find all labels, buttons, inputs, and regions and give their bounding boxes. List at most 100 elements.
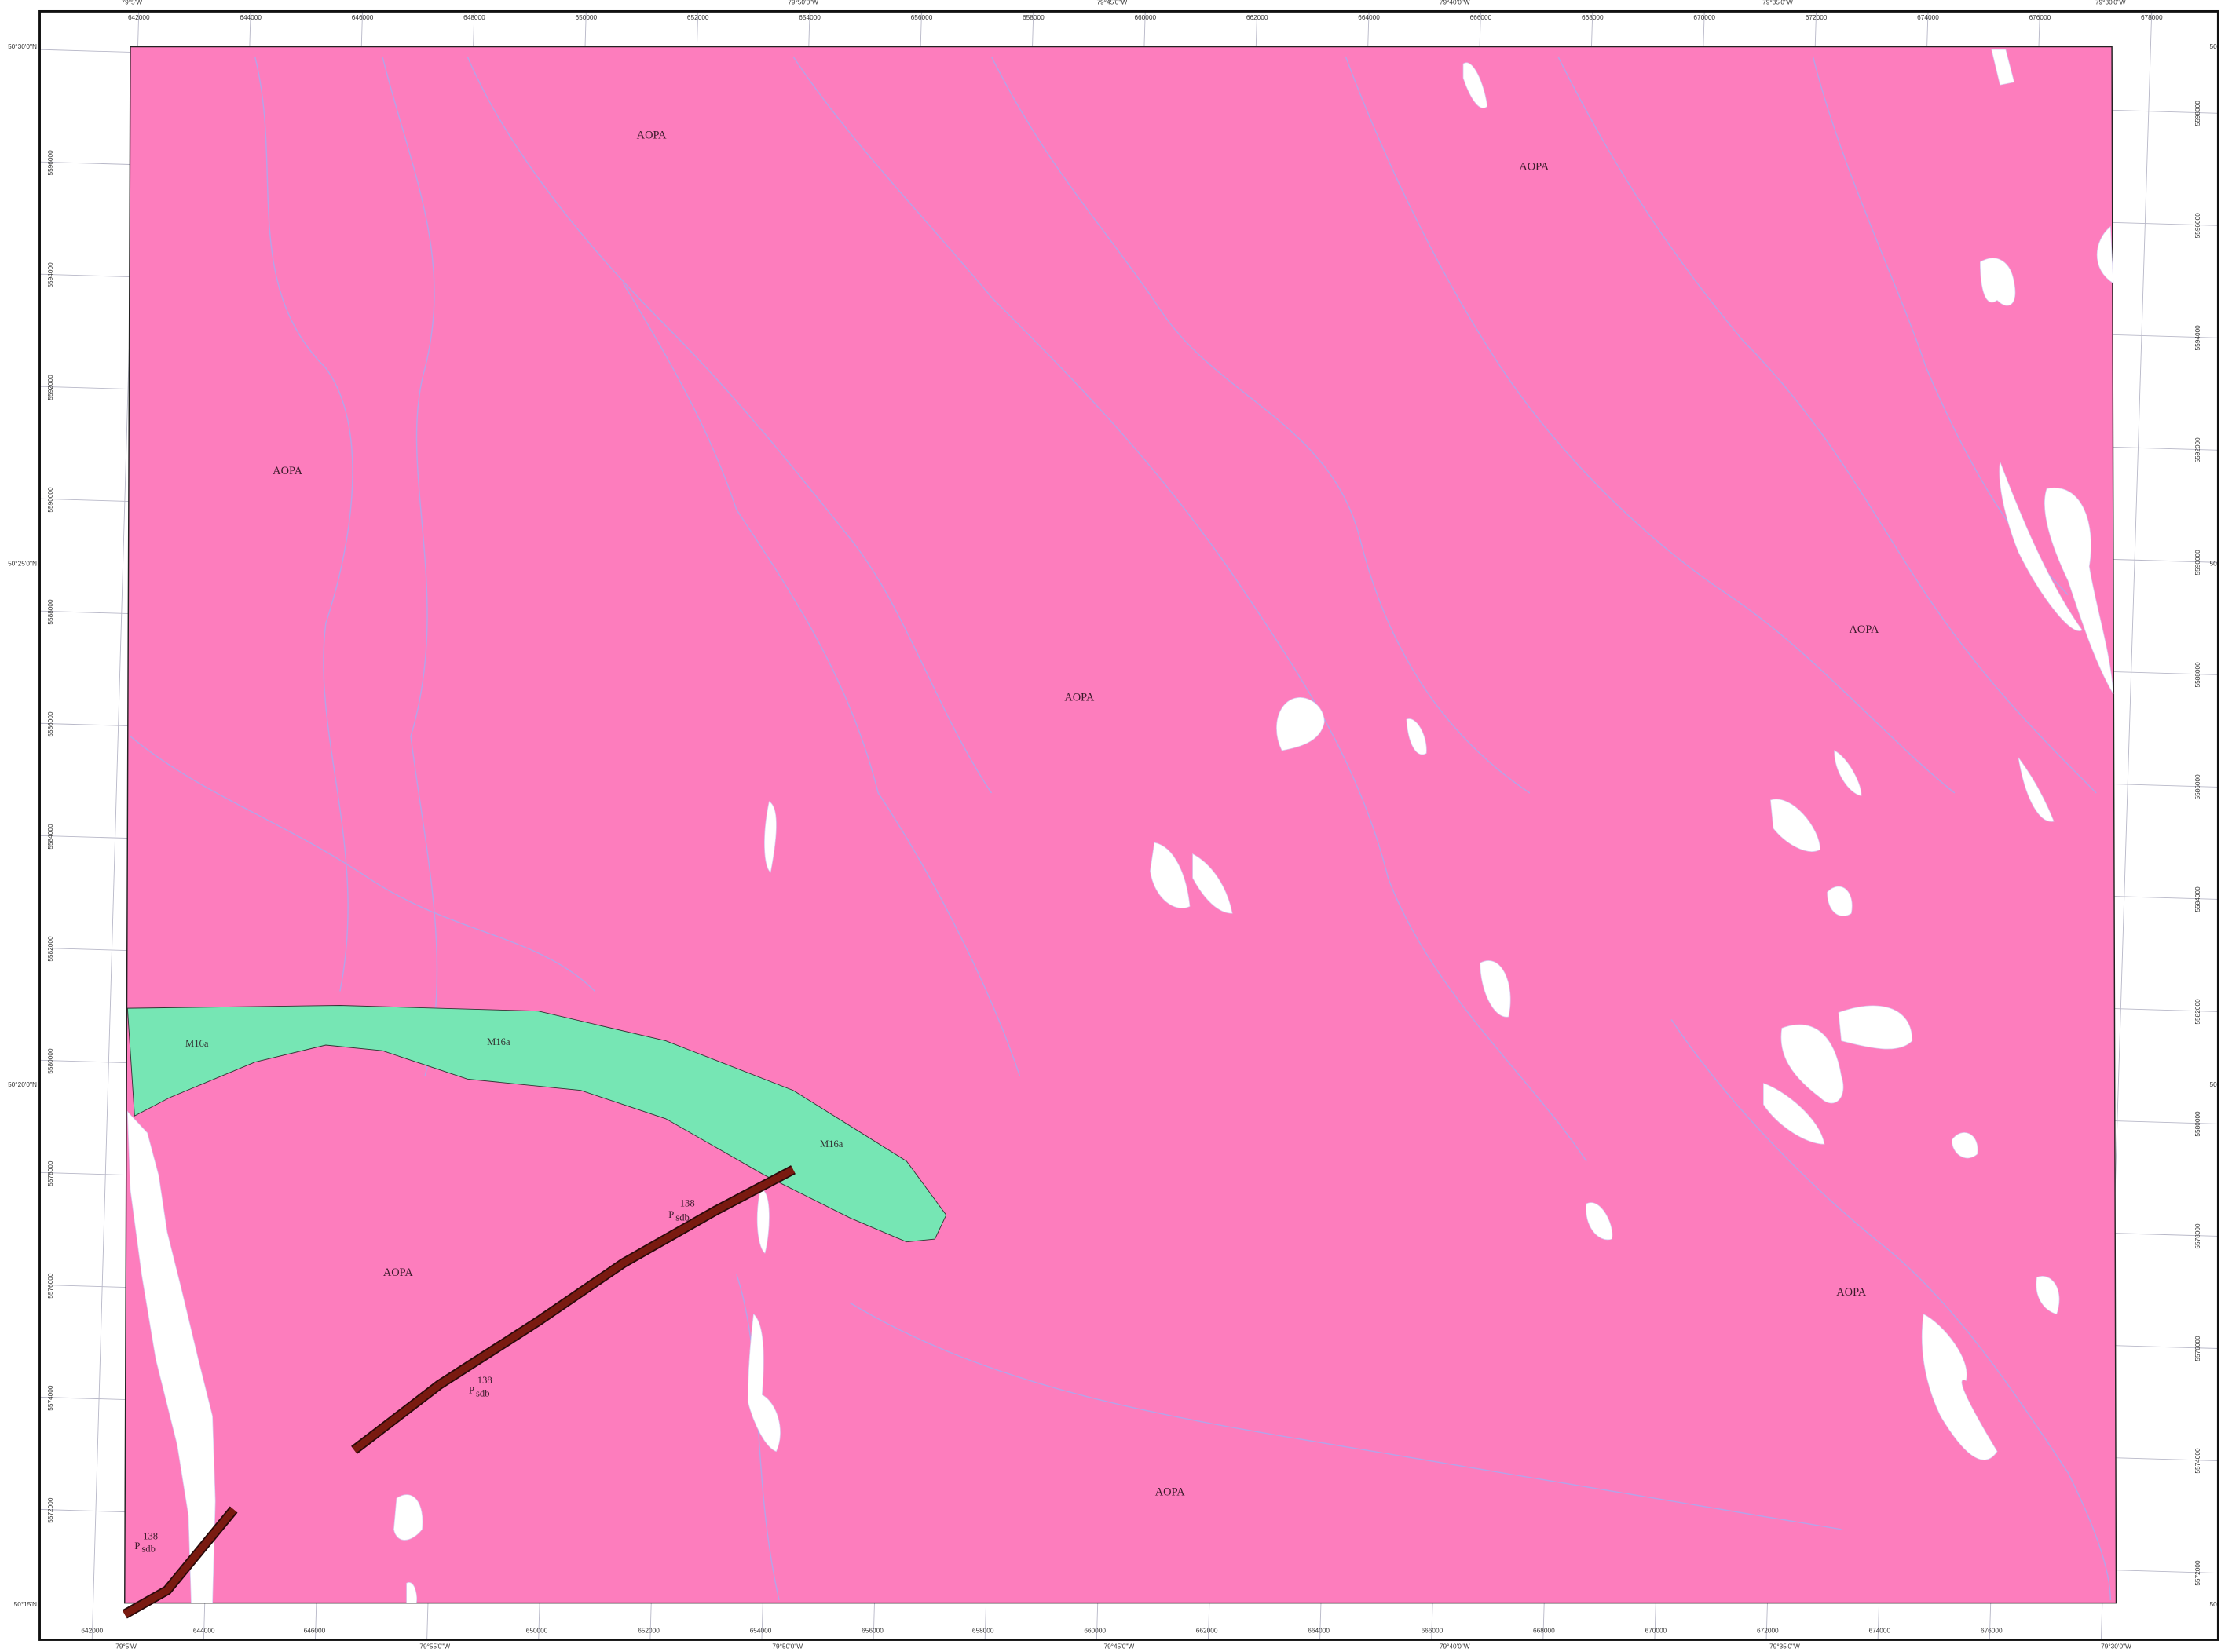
easting-label: 656000 (911, 13, 933, 21)
dyke-number: 138 (477, 1375, 492, 1386)
easting-label: 652000 (687, 13, 709, 21)
easting-label: 648000 (463, 13, 485, 21)
longitude-label: 79°50'0"W (772, 1642, 803, 1650)
latitude-label: 50 (2210, 560, 2218, 568)
northing-label: 5572000 (46, 1497, 54, 1523)
northing-label: 5592000 (2194, 437, 2201, 463)
lake (126, 1110, 216, 1603)
easting-label: 646000 (304, 1626, 326, 1634)
longitude-label: 79°30'0"W (2095, 0, 2126, 5)
lake (1770, 799, 1820, 852)
easting-label: 656000 (862, 1626, 884, 1634)
dyke (352, 1166, 796, 1453)
lake (1838, 1005, 1913, 1050)
lake (747, 1313, 781, 1453)
northing-label: 5584000 (46, 824, 54, 850)
dyke (123, 1507, 237, 1617)
northing-label: 5574000 (46, 1385, 54, 1411)
dyke-subscript: sdb (476, 1387, 490, 1398)
map-frame (38, 9, 2219, 1641)
easting-label: 644000 (193, 1626, 215, 1634)
river (1557, 56, 2097, 794)
northing-label: 5596000 (46, 150, 54, 176)
longitude-label: 79°45'0"W (1096, 0, 1127, 5)
rivers (130, 56, 2112, 1601)
lake (2036, 1276, 2060, 1315)
lake (1951, 1132, 1978, 1159)
longitude-label: 79°30'0"W (2101, 1642, 2131, 1650)
northing-label: 5572000 (2194, 1560, 2201, 1586)
lake (2018, 757, 2055, 822)
dyke-symbol: P (134, 1541, 140, 1551)
northing-label: 5580000 (2194, 1111, 2201, 1137)
easting-label: 664000 (1308, 1626, 1330, 1634)
unit-label: AOPA (1519, 160, 1549, 173)
lake (1763, 1083, 1825, 1145)
unit-label: AOPA (273, 465, 302, 477)
dykes (122, 1165, 796, 1619)
easting-label: 672000 (1757, 1626, 1779, 1634)
easting-label: 642000 (81, 1626, 103, 1634)
easting-label: 658000 (972, 1626, 994, 1634)
northing-label: 5588000 (46, 599, 54, 625)
dyke-symbol: P (668, 1209, 674, 1220)
easting-label: 642000 (128, 13, 150, 21)
easting-label: 646000 (352, 13, 374, 21)
easting-label: 644000 (240, 13, 262, 21)
easting-label: 662000 (1246, 13, 1268, 21)
easting-label: 662000 (1196, 1626, 1218, 1634)
northing-label: 5590000 (2194, 550, 2201, 576)
easting-label: 660000 (1134, 13, 1156, 21)
longitude-label: 79°35'0"W (1762, 0, 1793, 5)
lakes (126, 49, 2114, 1603)
easting-label: 666000 (1470, 13, 1492, 21)
longitude-label: 79°5'W (121, 0, 142, 5)
lake (1999, 460, 2083, 631)
northing-label: 5588000 (2194, 662, 2201, 688)
easting-label: 658000 (1023, 13, 1045, 21)
northing-label: 5578000 (2194, 1223, 2201, 1249)
longitude-label: 79°45'0"W (1103, 1642, 1134, 1650)
lake (393, 1494, 423, 1541)
northing-label: 5576000 (2194, 1336, 2201, 1361)
unit-label: M16a (185, 1038, 209, 1049)
river (990, 56, 1531, 794)
unit-label: AOPA (1155, 1486, 1185, 1499)
easting-label: 672000 (1806, 13, 1828, 21)
northing-label: 5576000 (46, 1273, 54, 1299)
longitude-label: 79°35'0"W (1769, 1642, 1800, 1650)
unit-label: M16a (487, 1036, 510, 1047)
longitude-label: 79°50'0"W (788, 0, 818, 5)
lake (1276, 697, 1325, 751)
easting-label: 654000 (799, 13, 821, 21)
easting-label: 668000 (1533, 1626, 1555, 1634)
northing-label: 5574000 (2194, 1448, 2201, 1474)
northing-label: 5584000 (2194, 886, 2201, 912)
dyke-subscript: sdb (141, 1544, 156, 1555)
northing-label: 5578000 (46, 1160, 54, 1186)
river (1670, 1019, 2112, 1600)
northing-label: 5592000 (46, 375, 54, 400)
easting-label: 650000 (526, 1626, 548, 1634)
northing-label: 5580000 (46, 1048, 54, 1074)
easting-label: 678000 (2141, 13, 2163, 21)
easting-label: 660000 (1084, 1626, 1106, 1634)
lake (406, 1582, 417, 1603)
northing-label: 5596000 (2194, 213, 2201, 239)
latitude-label: 50°20'0"N (8, 1080, 37, 1088)
lake (1921, 1314, 1998, 1460)
latitude-label: 50 (2210, 1600, 2218, 1608)
northing-label: 5590000 (46, 487, 54, 513)
lake (764, 801, 777, 873)
easting-label: 670000 (1645, 1626, 1667, 1634)
lake (756, 1189, 770, 1254)
easting-label: 674000 (1868, 1626, 1890, 1634)
river (382, 56, 438, 1076)
river (254, 56, 353, 992)
m16a-unit-area (126, 1005, 947, 1243)
easting-label: 674000 (1917, 13, 1939, 21)
longitude-label: 79°5'W (115, 1642, 137, 1650)
dyke-number: 138 (680, 1198, 695, 1209)
